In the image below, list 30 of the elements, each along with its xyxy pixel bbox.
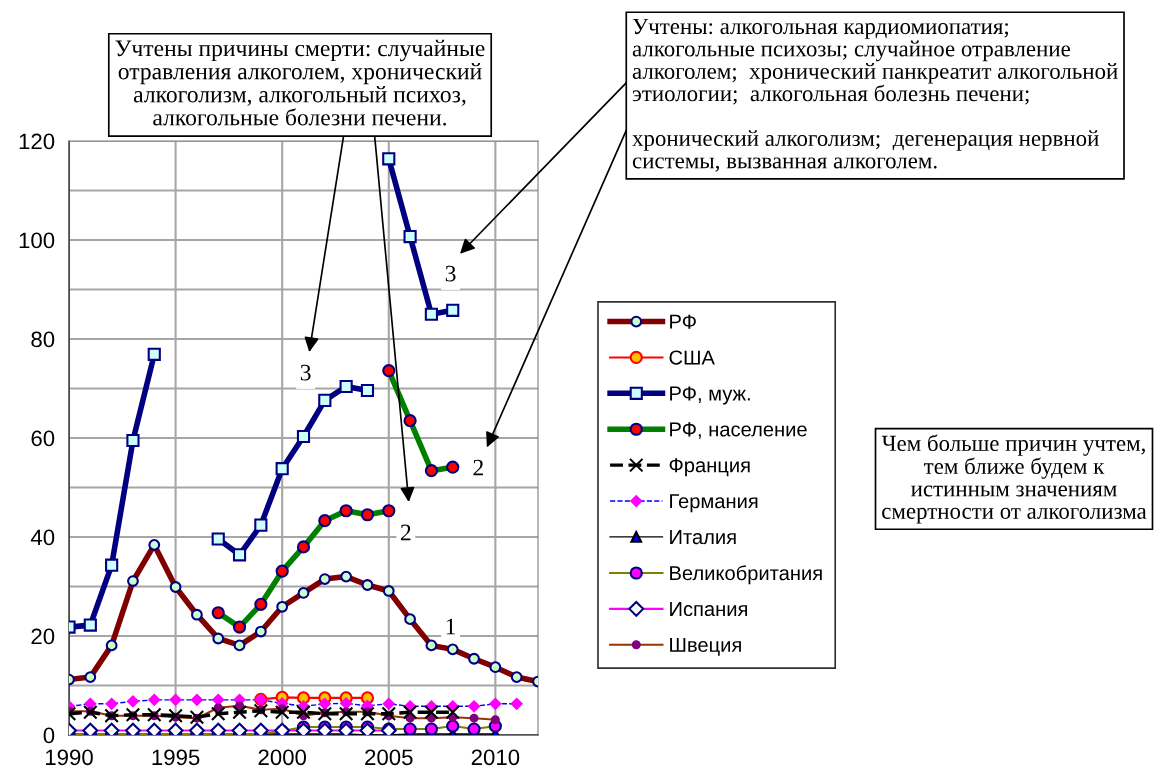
legend-label: США <box>669 350 715 365</box>
annotation: 3 <box>445 265 456 282</box>
annotation: 3 <box>300 364 311 381</box>
legend-label: Великобритания <box>670 565 822 585</box>
x-tick-label: 1990 <box>45 749 93 766</box>
legend-label: Испания <box>670 602 748 617</box>
y-tick-label: 80 <box>31 331 55 348</box>
text: Учтены: алкогольная кардиомиопатия; алкогольные психозы; случайное отравление алкоголем; хронический панкреатит алкогольной этиологии; алкогольная болезнь печени; хронический алкоголизм; дегенерация нервной системы, вызванная алкоголем. <box>632 18 1118 172</box>
legend-label: Италия <box>670 530 736 545</box>
x-tick-label: 1995 <box>152 749 200 766</box>
text: Учтены причины смерти: случайные отравления алкоголем, хронический алкоголизм, алкогольный психоз, алкогольные болезни печени. <box>115 39 485 126</box>
annotation: 2 <box>400 524 411 541</box>
legend-label: РФ <box>670 314 696 329</box>
legend-label: РФ, муж. <box>670 386 750 405</box>
legend-label: Швеция <box>670 637 741 656</box>
y-tick-label: 120 <box>19 133 55 150</box>
annotation: 1 <box>446 618 456 635</box>
x-tick-label: 2000 <box>258 749 307 766</box>
y-tick-label: 60 <box>31 430 55 447</box>
legend-label: РФ, население <box>670 422 807 439</box>
y-tick-label: 0 <box>43 727 55 744</box>
y-tick-label: 100 <box>19 232 55 249</box>
x-tick-label: 2005 <box>365 749 413 766</box>
legend-label: Германия <box>670 494 758 513</box>
y-tick-label: 40 <box>30 529 55 546</box>
text: Чем больше причин учтем, тем ближе будем к истинным значениям смертности от алкоголизма <box>881 434 1147 524</box>
y-tick-label: 20 <box>31 628 55 645</box>
legend-label: Франция <box>669 458 750 477</box>
annotation: 2 <box>473 459 483 476</box>
x-tick-label: 2010 <box>471 749 520 766</box>
